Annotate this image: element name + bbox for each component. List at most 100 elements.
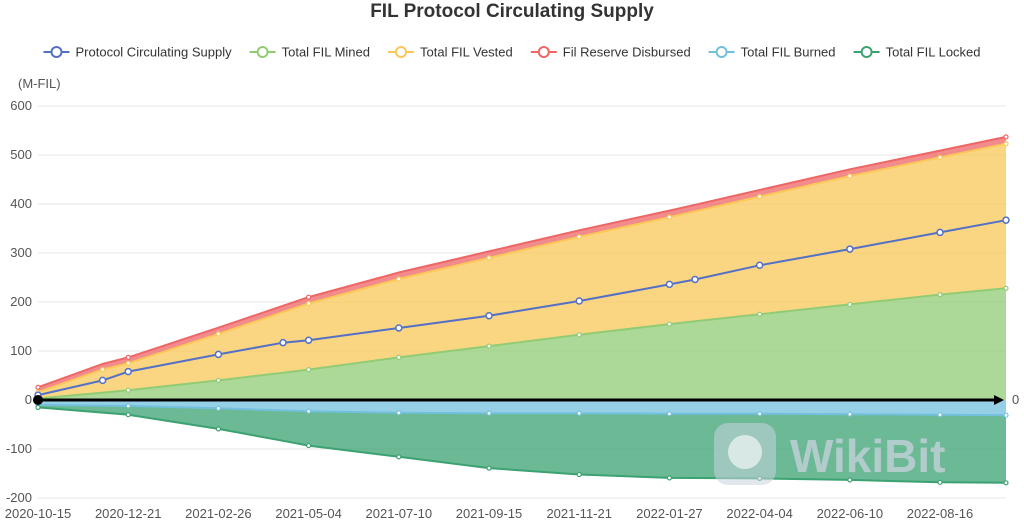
x-tick-label: 2021-11-21 bbox=[546, 506, 612, 521]
point-total-fil-locked bbox=[1003, 480, 1009, 486]
legend-item: Total FIL Mined bbox=[249, 45, 370, 60]
y-tick-label: -200 bbox=[6, 490, 32, 505]
watermark-text: WikiBit bbox=[790, 430, 945, 482]
point-protocol-circulating-supply bbox=[304, 336, 313, 344]
x-tick-label: 2022-04-04 bbox=[726, 506, 793, 521]
x-tick-label: 2021-05-04 bbox=[275, 506, 342, 521]
point-total-fil-vested bbox=[396, 276, 402, 282]
chart-legend: Protocol Circulating Supply Total FIL Min… bbox=[43, 45, 981, 60]
point-total-fil-locked bbox=[215, 426, 222, 432]
point-total-fil-locked bbox=[937, 479, 943, 485]
legend-marker bbox=[537, 46, 550, 58]
point-total-fil-vested bbox=[937, 154, 943, 161]
point-total-fil-locked bbox=[847, 477, 853, 483]
point-total-fil-mined bbox=[125, 387, 131, 393]
y-tick-label: 500 bbox=[10, 147, 32, 162]
point-protocol-circulating-supply bbox=[755, 261, 764, 269]
point-total-fil-mined bbox=[757, 311, 763, 317]
point-total-fil-burned bbox=[847, 411, 853, 417]
point-total-fil-burned bbox=[306, 408, 312, 414]
point-total-fil-vested bbox=[486, 255, 492, 261]
point-total-fil-locked bbox=[666, 475, 673, 481]
point-total-fil-locked bbox=[486, 465, 492, 471]
x-tick-label: 2021-07-10 bbox=[366, 506, 433, 521]
y-tick-label: 600 bbox=[10, 98, 32, 113]
y-tick-label: -100 bbox=[6, 441, 32, 456]
point-total-fil-vested bbox=[215, 331, 222, 337]
point-protocol-circulating-supply bbox=[485, 311, 493, 320]
point-total-fil-burned bbox=[486, 410, 492, 416]
point-total-fil-vested bbox=[757, 194, 763, 200]
point-total-fil-burned bbox=[1003, 412, 1009, 418]
point-total-fil-burned bbox=[396, 410, 402, 416]
x-tick-label: 2021-09-15 bbox=[456, 506, 523, 521]
point-total-fil-locked bbox=[306, 442, 312, 449]
point-total-fil-mined bbox=[215, 377, 222, 383]
point-total-fil-mined bbox=[1003, 285, 1009, 291]
point-total-fil-mined bbox=[576, 332, 582, 338]
point-total-fil-burned bbox=[576, 410, 582, 416]
point-total-fil-burned bbox=[125, 403, 131, 409]
watermark: WikiBit bbox=[714, 423, 945, 485]
area-total-fil-vested bbox=[38, 143, 1006, 399]
legend-label: Protocol Circulating Supply bbox=[76, 45, 233, 60]
point-fil-reserve-disbursed bbox=[306, 294, 312, 300]
point-total-fil-locked bbox=[576, 471, 582, 478]
y-tick-label: 300 bbox=[10, 245, 32, 260]
y-tick-label: 0 bbox=[25, 392, 32, 407]
point-total-fil-burned bbox=[666, 411, 673, 417]
point-total-fil-mined bbox=[306, 367, 312, 373]
point-total-fil-locked bbox=[125, 412, 131, 418]
zero-axis-origin-dot bbox=[33, 395, 43, 405]
x-tick-label: 2022-06-10 bbox=[817, 506, 884, 521]
legend-label: Total FIL Locked bbox=[886, 45, 981, 60]
area-fil-reserve-disbursed bbox=[38, 136, 1006, 393]
legend-label: Total FIL Vested bbox=[420, 45, 513, 60]
area-total-fil-mined bbox=[38, 288, 1006, 400]
point-fil-reserve-disbursed bbox=[1003, 134, 1009, 140]
point-total-fil-vested bbox=[125, 360, 131, 366]
legend-marker bbox=[256, 46, 269, 58]
zero-axis-arrow-icon bbox=[994, 395, 1004, 405]
x-tick-label: 2020-12-21 bbox=[95, 506, 162, 521]
y-tick-label: 400 bbox=[10, 196, 32, 211]
point-total-fil-vested bbox=[666, 214, 673, 220]
point-total-fil-mined bbox=[486, 343, 492, 349]
point-protocol-circulating-supply bbox=[846, 245, 854, 253]
point-protocol-circulating-supply bbox=[575, 297, 583, 305]
point-protocol-circulating-supply bbox=[279, 338, 287, 347]
legend-item: Protocol Circulating Supply bbox=[43, 45, 233, 60]
legend-item: Total FIL Vested bbox=[388, 45, 513, 60]
legend-marker bbox=[395, 46, 407, 58]
legend-label: Total FIL Mined bbox=[282, 45, 370, 60]
zero-axis-label: 0 bbox=[1012, 392, 1019, 407]
point-protocol-circulating-supply bbox=[691, 275, 699, 284]
point-total-fil-mined bbox=[847, 301, 853, 308]
area-total-fil-burned bbox=[38, 400, 1006, 416]
point-total-fil-vested bbox=[100, 366, 106, 373]
point-total-fil-mined bbox=[937, 292, 943, 298]
chart-title: FIL Protocol Circulating Supply bbox=[370, 1, 654, 22]
y-tick-label: 200 bbox=[10, 294, 32, 309]
point-total-fil-vested bbox=[1003, 141, 1009, 147]
point-protocol-circulating-supply bbox=[98, 376, 107, 385]
point-total-fil-mined bbox=[666, 321, 673, 327]
line-fil-reserve-disbursed bbox=[37, 135, 1007, 389]
legend-marker bbox=[50, 46, 63, 58]
point-total-fil-locked bbox=[396, 454, 402, 460]
series-points bbox=[34, 134, 1010, 486]
legend-item: Fil Reserve Disbursed bbox=[530, 45, 691, 60]
point-total-fil-vested bbox=[847, 173, 853, 179]
point-total-fil-burned bbox=[215, 405, 222, 411]
y-axis-unit-label: (M-FIL) bbox=[18, 76, 61, 91]
point-total-fil-locked bbox=[35, 404, 41, 410]
point-total-fil-vested bbox=[576, 234, 582, 240]
axes: 0 2020-10-15 2020-12-21 2021-02-26 2021-05-0… bbox=[5, 392, 1019, 521]
legend-item: Total FIL Locked bbox=[853, 45, 981, 60]
y-tick-label: 100 bbox=[10, 343, 32, 358]
point-fil-reserve-disbursed bbox=[125, 354, 131, 360]
point-total-fil-burned bbox=[757, 411, 763, 417]
point-fil-reserve-disbursed bbox=[35, 384, 41, 390]
x-tick-label: 2021-02-26 bbox=[185, 506, 252, 521]
